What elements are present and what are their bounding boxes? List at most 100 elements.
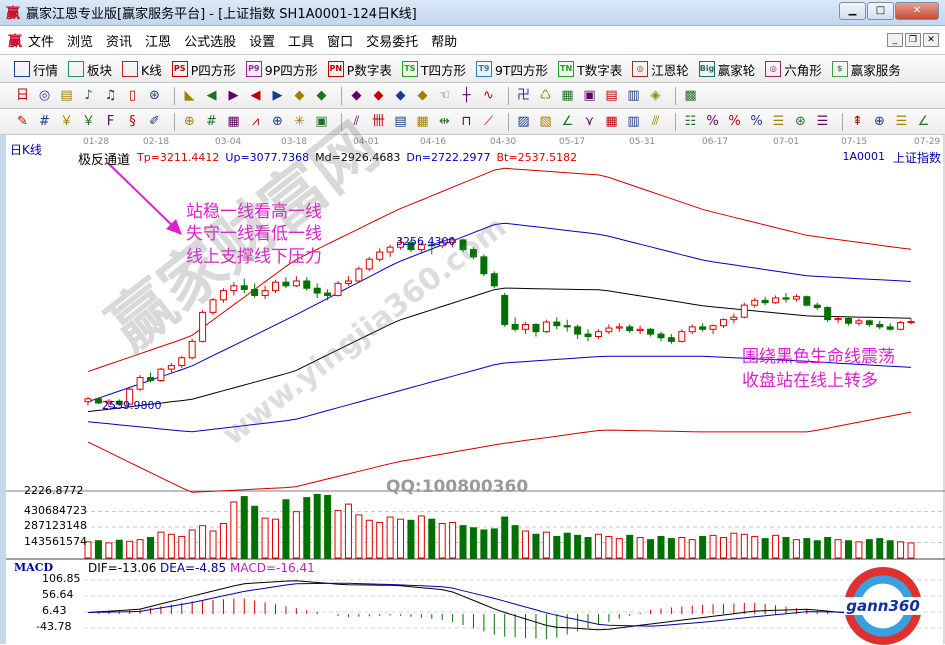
circle-grid-icon[interactable]: ⊕ [184, 114, 195, 129]
toolbar-button[interactable]: ◎ 六角形 [765, 60, 822, 79]
draw-icon[interactable]: ◎ [38, 88, 51, 103]
left-icon[interactable]: ◀ [250, 88, 261, 103]
diamond-right-icon[interactable]: ◆ [316, 88, 327, 103]
menu-item[interactable]: 窗口 [327, 35, 354, 50]
fib-icon[interactable]: F [106, 114, 115, 129]
grid3-icon[interactable]: ▥ [627, 114, 640, 129]
box-fan-icon[interactable]: ▨ [517, 114, 530, 129]
network-icon[interactable]: ◈ [650, 88, 661, 103]
gold-icon[interactable]: ￥ [59, 114, 73, 129]
list-icon[interactable]: ☷ [684, 114, 697, 129]
indicator-icon[interactable]: ♪ [84, 88, 93, 103]
diamond-down-icon[interactable]: ◆ [417, 88, 428, 103]
menu-item[interactable]: 文件 [28, 35, 55, 50]
toolbar-button[interactable]: 行情 [14, 60, 58, 79]
toolbar-button[interactable]: P9 9P四方形 [245, 60, 318, 79]
toolbar-button[interactable]: PS P四方形 [171, 60, 236, 79]
menu-item[interactable]: 公式选股 [184, 35, 237, 50]
save-icon[interactable]: ▥ [627, 88, 640, 103]
toolbar-button[interactable]: Big 赢家轮 [698, 60, 755, 79]
last-icon[interactable]: ▶ [228, 88, 239, 103]
note-icon[interactable]: ▤ [60, 88, 73, 103]
menu-item[interactable]: 帮助 [431, 35, 458, 50]
hand-icon[interactable]: ☜ [438, 88, 451, 103]
parallel-icon[interactable]: ⫽ [353, 114, 360, 129]
menu-item[interactable]: 江恩 [145, 35, 172, 50]
menu-item[interactable]: 交易委托 [366, 35, 419, 50]
menu-item[interactable]: 资讯 [106, 35, 133, 50]
toolbar-button[interactable]: 板块 [68, 60, 112, 79]
grid-icon[interactable]: # [206, 114, 217, 129]
kline-chart[interactable]: 01-28 02-18 03-04 03-18 04-01 04-16 04-30 05-17… [0, 110, 945, 645]
more-icon[interactable]: ∠ [917, 114, 930, 129]
wave-icon[interactable]: ⋎ [584, 114, 595, 129]
toolbar-button[interactable]: PN P数字表 [327, 60, 392, 79]
gann-icon[interactable]: 卌 [371, 114, 385, 129]
first-icon[interactable]: ◀ [206, 88, 217, 103]
crosshair-icon[interactable]: ┼ [462, 88, 471, 103]
brush-icon[interactable]: ✐ [149, 114, 160, 129]
arrows-icon[interactable]: ⇹ [439, 114, 450, 129]
toolbar-button[interactable]: T9 9T四方形 [475, 60, 548, 79]
mdi-close-button[interactable]: ✕ [923, 33, 939, 47]
pen-icon[interactable]: ✎ [17, 114, 28, 129]
mdi-restore-button[interactable]: ❐ [905, 33, 921, 47]
calendar-icon[interactable]: ▦ [561, 88, 574, 103]
percent-icon[interactable]: % [728, 114, 741, 129]
close-button[interactable]: ✕ [895, 2, 939, 20]
fan2-icon[interactable]: ⟋ [483, 114, 494, 129]
fan-icon[interactable]: ▤ [394, 114, 407, 129]
percent-red-icon[interactable]: % [706, 114, 719, 129]
target-icon[interactable]: ⊕ [272, 114, 283, 129]
cut-icon[interactable]: ⇞ [852, 114, 863, 129]
period-day-icon[interactable]: 日 [15, 88, 29, 103]
diamond-x-icon[interactable]: ◆ [395, 88, 406, 103]
grid2-icon[interactable]: ▦ [605, 114, 618, 129]
mdi-minimize-button[interactable]: _ [887, 33, 903, 47]
spiral-icon[interactable]: § [129, 114, 136, 129]
toolbar-button[interactable]: ◎ 江恩轮 [632, 60, 689, 79]
line-icon[interactable]: ∿ [483, 88, 494, 103]
zoom-icon[interactable]: ⊛ [149, 88, 160, 103]
candle-type-icon[interactable]: ▯ [128, 88, 137, 103]
minimize-button[interactable]: ▁ [839, 2, 866, 20]
table-icon[interactable]: ▦ [416, 114, 429, 129]
volume-bar [834, 539, 842, 559]
calculator-icon[interactable]: ▣ [583, 88, 596, 103]
toolbar-button[interactable]: K线 [122, 60, 162, 79]
angle-icon[interactable]: ⩘ [251, 114, 260, 129]
report-icon[interactable]: ▤ [605, 88, 618, 103]
indicator2-icon[interactable]: ♫ [104, 88, 117, 103]
gold-circle-icon[interactable]: ☰ [772, 114, 785, 129]
box-fan2-icon[interactable]: ▧ [539, 114, 552, 129]
toolbar-button[interactable]: $ 赢家服务 [831, 60, 901, 79]
angle3-icon[interactable]: ☰ [895, 114, 908, 129]
lines-icon[interactable]: ⫻ [651, 114, 660, 129]
cycle-icon[interactable]: ♺ [539, 88, 552, 103]
percent-lines-icon[interactable]: % [750, 114, 763, 129]
menu-item[interactable]: 工具 [288, 35, 315, 50]
box-icon[interactable]: ▣ [315, 114, 328, 129]
export-icon[interactable]: ▩ [684, 88, 697, 103]
diamond-up-icon[interactable]: ◆ [351, 88, 362, 103]
toolbar-button[interactable]: TN T数字表 [558, 60, 622, 79]
calendar-node-icon[interactable]: 卍 [516, 88, 530, 103]
gold-line-icon[interactable]: ⊛ [795, 114, 806, 129]
gold3-icon[interactable]: ⊕ [874, 114, 885, 129]
star-icon[interactable]: ✳ [294, 114, 305, 129]
hash-icon[interactable]: # [39, 114, 50, 129]
square-icon[interactable]: ▦ [227, 114, 240, 129]
right-icon[interactable]: ▶ [272, 88, 283, 103]
pen2-icon[interactable]: ☰ [816, 114, 829, 129]
toolbar-button[interactable]: TS T四方形 [401, 60, 466, 79]
diamond-cross-icon[interactable]: ◆ [373, 88, 384, 103]
menu-item[interactable]: 浏览 [67, 35, 94, 50]
gold2-icon[interactable]: ￥ [81, 114, 95, 129]
box-line-icon[interactable]: ⊓ [461, 114, 472, 129]
menu-item[interactable]: 设置 [249, 35, 276, 50]
angle2-icon[interactable]: ∠ [561, 114, 574, 129]
diamond-left-icon[interactable]: ◆ [294, 88, 305, 103]
maximize-button[interactable]: □ [867, 2, 894, 20]
color-icon[interactable]: ◣ [184, 88, 195, 103]
volume-bar [730, 532, 738, 559]
